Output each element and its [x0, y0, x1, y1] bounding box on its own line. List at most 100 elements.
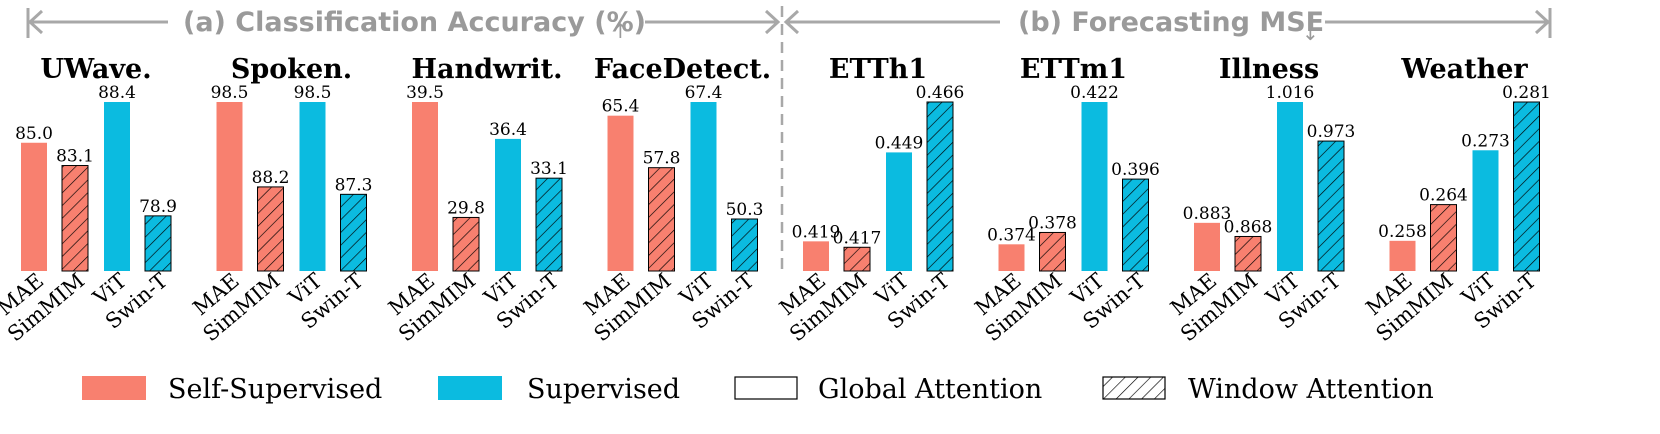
value-label: 87.3 [335, 175, 373, 195]
panel-etth1: ETTh10.419MAE0.417SimMIM0.449ViT0.466Swi… [775, 54, 964, 346]
legend-swatch-self-supervised [82, 376, 146, 400]
panel-weather: Weather0.258MAE0.264SimMIM0.273ViT0.281S… [1361, 54, 1550, 346]
bar-vit [495, 138, 521, 271]
value-label: 0.273 [1461, 131, 1510, 151]
lower-is-better-arrow-icon: ↓ [1302, 21, 1319, 45]
bar-vit [104, 102, 130, 271]
bar-hatch-simmim [843, 246, 871, 272]
bar-hatch-swin-t [926, 101, 954, 272]
legend: Self-Supervised Supervised Global Attent… [82, 374, 1434, 405]
value-label: 29.8 [447, 198, 485, 218]
bar-mae [1194, 222, 1220, 271]
value-label: 98.5 [211, 83, 249, 103]
bar-vit [1472, 150, 1499, 271]
value-label: 0.396 [1111, 160, 1160, 180]
bar-mae [21, 142, 47, 271]
bar-vit [1081, 102, 1108, 271]
bar-hatch-swin-t [1122, 178, 1149, 272]
panel-title: Weather [1400, 54, 1528, 85]
bar-hatch-swin-t [535, 177, 563, 272]
value-label: 36.4 [489, 120, 527, 140]
value-label: 0.973 [1307, 122, 1356, 142]
bar-hatch-swin-t [731, 218, 758, 272]
value-label: 0.417 [833, 228, 882, 248]
panel-title: Handwrit. [411, 54, 562, 85]
bar-vit [299, 102, 326, 271]
bar-mae [412, 102, 438, 271]
bar-hatch-simmim [1039, 231, 1066, 272]
panel-title: Illness [1219, 54, 1319, 85]
value-label: 0.264 [1419, 186, 1468, 206]
panel-title: FaceDetect. [594, 54, 771, 85]
bar-hatch-simmim [1430, 204, 1457, 272]
legend-swatch-global-attention [734, 376, 798, 400]
panel-ettm1: ETTm10.374MAE0.378SimMIM0.422ViT0.396Swi… [970, 54, 1159, 346]
panel-handwrit: Handwrit.39.5MAE29.8SimMIM36.4ViT33.1Swi… [384, 54, 568, 346]
value-label: 0.883 [1183, 204, 1232, 224]
bar-vit [1277, 102, 1303, 271]
legend-label-global-attention: Global Attention [818, 374, 1042, 405]
higher-is-better-arrow-icon: ↑ [612, 19, 629, 43]
legend-label-self-supervised: Self-Supervised [168, 374, 382, 405]
value-label: 0.449 [875, 133, 924, 153]
bar-hatch-simmim [1234, 235, 1262, 272]
value-label: 88.2 [252, 168, 290, 188]
header-right-arrowhead [783, 9, 800, 35]
value-label: 88.4 [98, 83, 136, 103]
header-end-arrowhead [1534, 9, 1551, 35]
legend-label-window-attention: Window Attention [1188, 374, 1434, 405]
value-label: 1.016 [1266, 83, 1315, 103]
bar-mae [607, 115, 634, 272]
panels: UWave.85.0MAE83.1SimMIM88.4ViT78.9Swin-T… [0, 54, 1551, 346]
bar-vit [690, 102, 717, 271]
panel-spoken: Spoken.98.5MAE88.2SimMIM98.5ViT87.3Swin-… [188, 54, 372, 346]
bar-vit [886, 152, 912, 271]
forecasting-section-label: (b) Forecasting MSE [1018, 7, 1324, 38]
value-label: 65.4 [602, 97, 640, 117]
bar-hatch-swin-t [1317, 140, 1345, 272]
bar-hatch-swin-t [340, 193, 367, 272]
header-forecasting: (b) Forecasting MSE ↓ [783, 7, 1552, 45]
value-label: 50.3 [726, 200, 764, 220]
panel-title: ETTh1 [829, 54, 927, 85]
value-label: 0.374 [987, 225, 1036, 245]
value-label: 0.281 [1502, 83, 1551, 103]
bar-hatch-swin-t [1513, 101, 1540, 272]
value-label: 67.4 [685, 83, 723, 103]
value-label: 85.0 [15, 124, 53, 144]
panel-title: ETTm1 [1020, 54, 1127, 85]
legend-swatch-supervised [438, 376, 502, 400]
header-classification: (a) Classification Accuracy (%) ↑ [26, 7, 781, 43]
value-label: 0.419 [792, 222, 841, 242]
value-label: 39.5 [406, 83, 444, 103]
value-label: 0.378 [1028, 213, 1077, 233]
value-label: 78.9 [139, 197, 177, 217]
bar-mae [998, 244, 1025, 271]
header-left-arrowhead [27, 9, 44, 35]
panel-facedetect: FaceDetect.65.4MAE57.8SimMIM67.4ViT50.3S… [579, 54, 771, 346]
value-label: 0.868 [1224, 217, 1273, 237]
value-label: 83.1 [56, 147, 94, 167]
legend-swatch-window-attention [1102, 376, 1166, 400]
header-mid-arrowhead [764, 9, 781, 35]
bar-hatch-simmim [452, 216, 480, 272]
value-label: 98.5 [294, 83, 332, 103]
panel-title: Spoken. [231, 54, 352, 85]
value-label: 57.8 [643, 149, 681, 169]
bar-hatch-swin-t [144, 215, 172, 272]
bar-hatch-simmim [61, 165, 89, 272]
panel-illness: Illness0.883MAE0.868SimMIM1.016ViT0.973S… [1166, 54, 1355, 346]
bar-hatch-simmim [648, 167, 675, 272]
bar-mae [803, 241, 829, 271]
value-label: 0.466 [916, 83, 965, 103]
bar-mae [216, 102, 243, 271]
value-label: 0.258 [1378, 222, 1427, 242]
value-label: 0.422 [1070, 83, 1119, 103]
legend-label-supervised: Supervised [527, 374, 680, 405]
panel-title: UWave. [40, 54, 151, 85]
bar-mae [1389, 240, 1416, 271]
value-label: 33.1 [530, 159, 568, 179]
bar-hatch-simmim [257, 186, 284, 272]
